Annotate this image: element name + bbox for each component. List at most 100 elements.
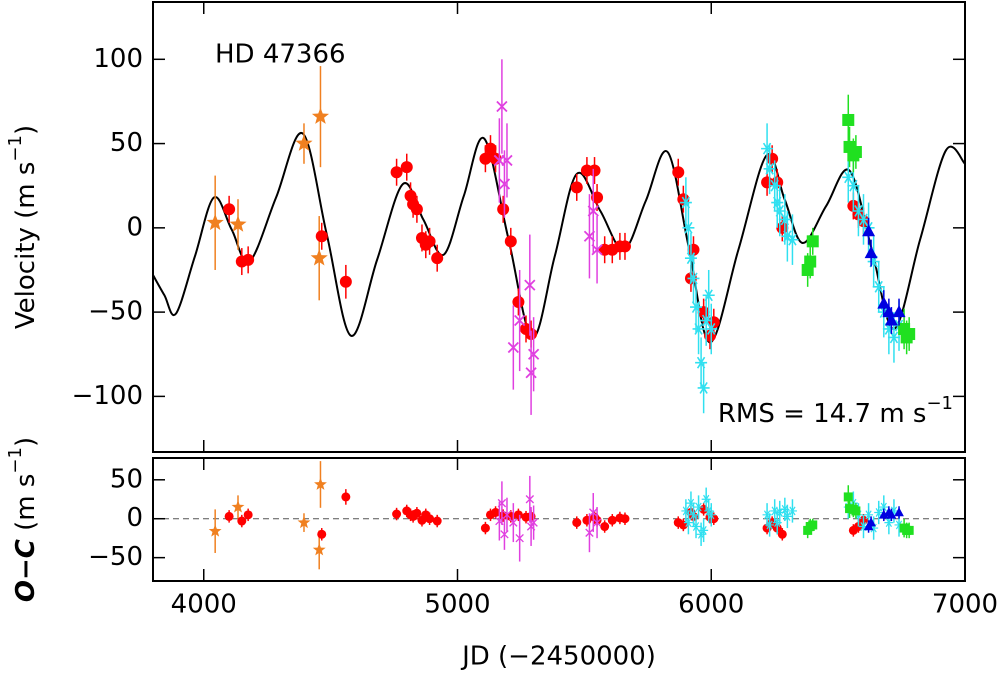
marker: [782, 511, 792, 521]
y-axis-label: Velocity (m s−1): [5, 125, 41, 329]
marker: [315, 230, 328, 243]
marker: [765, 520, 775, 530]
marker: [515, 533, 524, 543]
marker: [706, 510, 716, 520]
marker: [874, 508, 884, 517]
marker: [585, 528, 594, 537]
marker: [864, 510, 874, 520]
marker: [297, 515, 311, 529]
marker: [410, 203, 423, 216]
marker: [206, 213, 224, 231]
marker: [872, 280, 885, 293]
marker: [877, 296, 891, 309]
marker: [570, 181, 583, 194]
marker: [592, 518, 602, 527]
marker: [862, 224, 876, 237]
marker: [694, 502, 704, 512]
marker: [507, 341, 519, 354]
marker: [866, 517, 876, 527]
marker: [808, 520, 818, 530]
marker: [588, 164, 601, 177]
chart-title: HD 47366: [215, 40, 346, 70]
marker: [884, 313, 898, 326]
y-tick-label: 50: [110, 128, 143, 158]
marker: [341, 492, 351, 502]
marker: [529, 518, 538, 527]
marker: [412, 508, 422, 518]
x-tick-label: 4000: [171, 590, 237, 620]
marker: [231, 500, 245, 513]
label-part: Velocity (m s: [11, 162, 41, 330]
marker: [497, 203, 510, 216]
marker: [400, 161, 413, 174]
marker: [851, 506, 861, 516]
marker: [514, 314, 526, 327]
marker: [295, 134, 313, 151]
marker: [498, 178, 511, 190]
label-part: −1: [926, 393, 953, 414]
marker: [224, 511, 234, 521]
marker: [339, 275, 352, 288]
marker: [705, 323, 718, 335]
marker: [620, 514, 630, 524]
marker: [390, 166, 403, 179]
marker: [237, 516, 247, 526]
label-part: −1: [5, 135, 26, 162]
marker: [777, 529, 787, 539]
marker: [591, 191, 604, 204]
marker: [849, 146, 862, 158]
y-tick-label: 0: [126, 212, 143, 242]
marker: [317, 529, 327, 539]
x-tick-label: 6000: [678, 590, 744, 620]
marker: [843, 492, 853, 502]
marker: [509, 518, 518, 527]
marker: [879, 502, 889, 512]
marker: [314, 477, 327, 490]
marker: [886, 509, 897, 519]
marker: [229, 215, 247, 232]
marker: [392, 509, 402, 519]
label-part: (m s: [11, 474, 41, 540]
marker: [697, 382, 710, 394]
marker: [512, 296, 525, 308]
marker: [691, 522, 701, 531]
y-tick-label: −50: [88, 542, 143, 572]
marker: [491, 507, 501, 517]
y-axis-label: O−C (m s−1): [5, 437, 41, 602]
marker: [904, 525, 914, 535]
label-part: −1: [5, 447, 26, 474]
marker: [311, 107, 330, 124]
y-tick-label: −50: [88, 297, 143, 327]
marker: [683, 518, 693, 528]
marker: [806, 235, 819, 248]
marker: [878, 509, 889, 519]
marker: [432, 516, 442, 526]
marker: [423, 235, 436, 248]
marker: [699, 525, 709, 535]
marker: [223, 203, 236, 216]
y-tick-label: 100: [93, 44, 143, 74]
marker: [903, 328, 916, 341]
marker: [243, 510, 253, 520]
marker: [502, 510, 512, 520]
marker: [572, 518, 582, 528]
marker: [208, 524, 222, 537]
marker: [682, 221, 695, 234]
marker: [589, 508, 598, 517]
marker: [692, 323, 705, 335]
model-curve: [153, 132, 965, 344]
marker: [607, 515, 617, 525]
label-part: ): [11, 437, 41, 447]
marker: [587, 205, 599, 217]
marker: [527, 348, 540, 360]
marker: [766, 152, 779, 165]
marker: [310, 249, 328, 266]
marker: [892, 305, 906, 318]
marker: [242, 253, 255, 266]
marker: [525, 495, 535, 504]
marker: [479, 152, 492, 165]
marker: [672, 166, 685, 179]
marker: [425, 514, 435, 524]
marker: [786, 233, 799, 246]
label-part: ): [11, 125, 41, 135]
